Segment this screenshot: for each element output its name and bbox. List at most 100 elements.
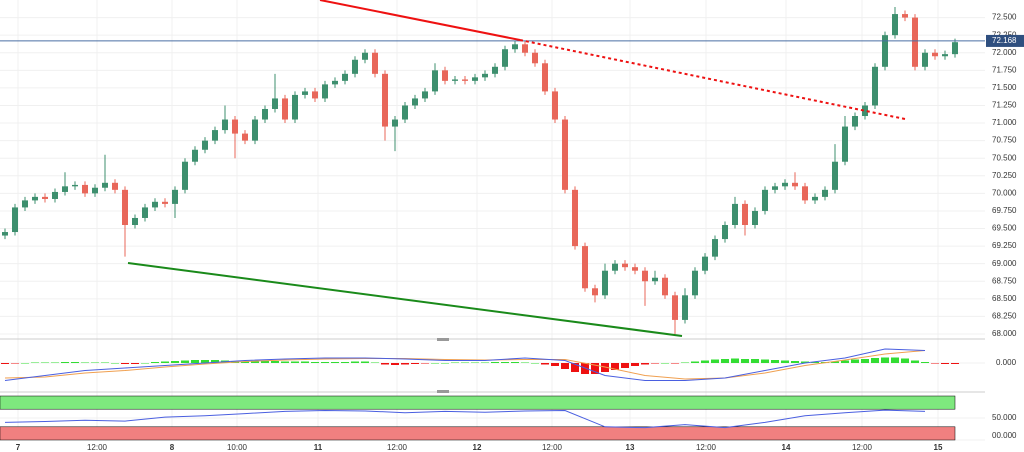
- candle-body: [832, 161, 838, 190]
- panel-handle[interactable]: [437, 390, 449, 393]
- candle-body: [462, 79, 468, 81]
- price-axis: 68.000 68.250 68.500 68.750 69.000 69.250 69.5…: [16, 13, 1024, 452]
- y-tick-label: 00.000: [992, 431, 1017, 440]
- current-price-label: 72.168: [992, 36, 1017, 45]
- candle-body: [32, 196, 38, 201]
- candle-body: [272, 98, 278, 109]
- candle-body: [912, 17, 918, 67]
- histogram-bar: [101, 362, 109, 363]
- candle-body: [302, 91, 308, 95]
- y-tick-label: 68.000: [992, 329, 1017, 338]
- y-tick-label: 50.000: [992, 413, 1017, 422]
- candle-body: [752, 210, 758, 225]
- histogram-bar: [131, 363, 139, 364]
- histogram-bar: [71, 362, 79, 363]
- candle-body: [532, 52, 538, 64]
- candle-body: [732, 203, 738, 225]
- histogram-bar: [791, 361, 799, 363]
- candle-body: [72, 184, 78, 187]
- histogram-bar: [361, 361, 369, 363]
- y-tick-label: 69.500: [992, 224, 1017, 233]
- candle-body: [852, 116, 858, 127]
- candle-body: [122, 189, 128, 225]
- y-tick-label: 70.250: [992, 171, 1017, 180]
- histogram-bar: [571, 363, 579, 372]
- y-tick-label: 71.250: [992, 101, 1017, 110]
- histogram-bar: [111, 363, 119, 364]
- histogram-bar: [41, 362, 49, 363]
- histogram-bar: [511, 362, 519, 363]
- trend-line[interactable]: [127, 262, 683, 337]
- x-tick-label: 8: [170, 443, 175, 452]
- candle-body: [202, 140, 208, 150]
- candle-body: [502, 49, 508, 67]
- histogram-bar: [661, 363, 669, 364]
- candle-body: [222, 119, 228, 131]
- x-tick-label: 12:00: [542, 443, 563, 452]
- y-tick-label: 68.250: [992, 312, 1017, 321]
- histogram-bar: [21, 363, 29, 364]
- histogram-bar: [911, 360, 919, 363]
- histogram-bar: [481, 362, 489, 363]
- candle-body: [62, 186, 68, 192]
- candle-body: [872, 66, 878, 106]
- band: [0, 395, 956, 410]
- panel-handle[interactable]: [437, 338, 449, 341]
- candle-body: [2, 232, 8, 236]
- candle-body: [552, 91, 558, 120]
- histogram-bar: [591, 363, 599, 374]
- candle-body: [942, 54, 948, 57]
- y-tick-label: 71.750: [992, 65, 1017, 74]
- histogram-bar: [461, 362, 469, 363]
- histogram-bar: [271, 361, 279, 363]
- histogram-bar: [531, 363, 539, 364]
- histogram-bar: [491, 362, 499, 363]
- candle-body: [842, 126, 848, 162]
- candle-body: [342, 73, 348, 81]
- y-tick-label: 69.750: [992, 206, 1017, 215]
- candle-body: [352, 59, 358, 74]
- candle-body: [562, 119, 568, 190]
- candle-body: [252, 119, 258, 141]
- histogram-bar: [241, 361, 249, 363]
- candle-body: [682, 295, 688, 320]
- histogram-bar: [951, 363, 959, 364]
- histogram-bar: [191, 360, 199, 363]
- candle-body: [142, 207, 148, 218]
- histogram-bar: [351, 361, 359, 363]
- candle-body: [392, 119, 398, 127]
- histogram-bar: [521, 362, 529, 363]
- candle-body: [722, 225, 728, 240]
- histogram-bar: [251, 361, 259, 363]
- histogram-bar: [61, 362, 69, 363]
- candle-body: [372, 52, 378, 74]
- candle-body: [332, 80, 338, 85]
- candle-body: [362, 52, 368, 60]
- candle-body: [582, 246, 588, 289]
- candle-body: [592, 288, 598, 296]
- candle-body: [632, 267, 638, 271]
- histogram-bar: [181, 360, 189, 363]
- candle-body: [612, 263, 618, 271]
- x-tick-label: 14: [782, 443, 791, 452]
- candle-body: [312, 91, 318, 99]
- y-tick-label: 69.250: [992, 241, 1017, 250]
- histogram-bar: [471, 362, 479, 363]
- x-tick-label: 10:00: [227, 443, 248, 452]
- histogram-bar: [921, 362, 929, 363]
- signal-line: [4, 350, 926, 380]
- histogram-bar: [541, 363, 549, 365]
- candle-body: [92, 187, 98, 194]
- candle-body: [622, 263, 628, 268]
- candle-body: [192, 149, 198, 162]
- histogram-bar: [161, 361, 169, 363]
- histogram-bar: [331, 362, 339, 363]
- trend-line[interactable]: [319, 0, 521, 41]
- histogram-bar: [881, 357, 889, 363]
- candle-body: [322, 84, 328, 99]
- candle-body: [822, 189, 828, 197]
- candle-body: [932, 52, 938, 57]
- candle-body: [812, 196, 818, 201]
- histogram-bar: [741, 359, 749, 363]
- histogram-bar: [631, 363, 639, 366]
